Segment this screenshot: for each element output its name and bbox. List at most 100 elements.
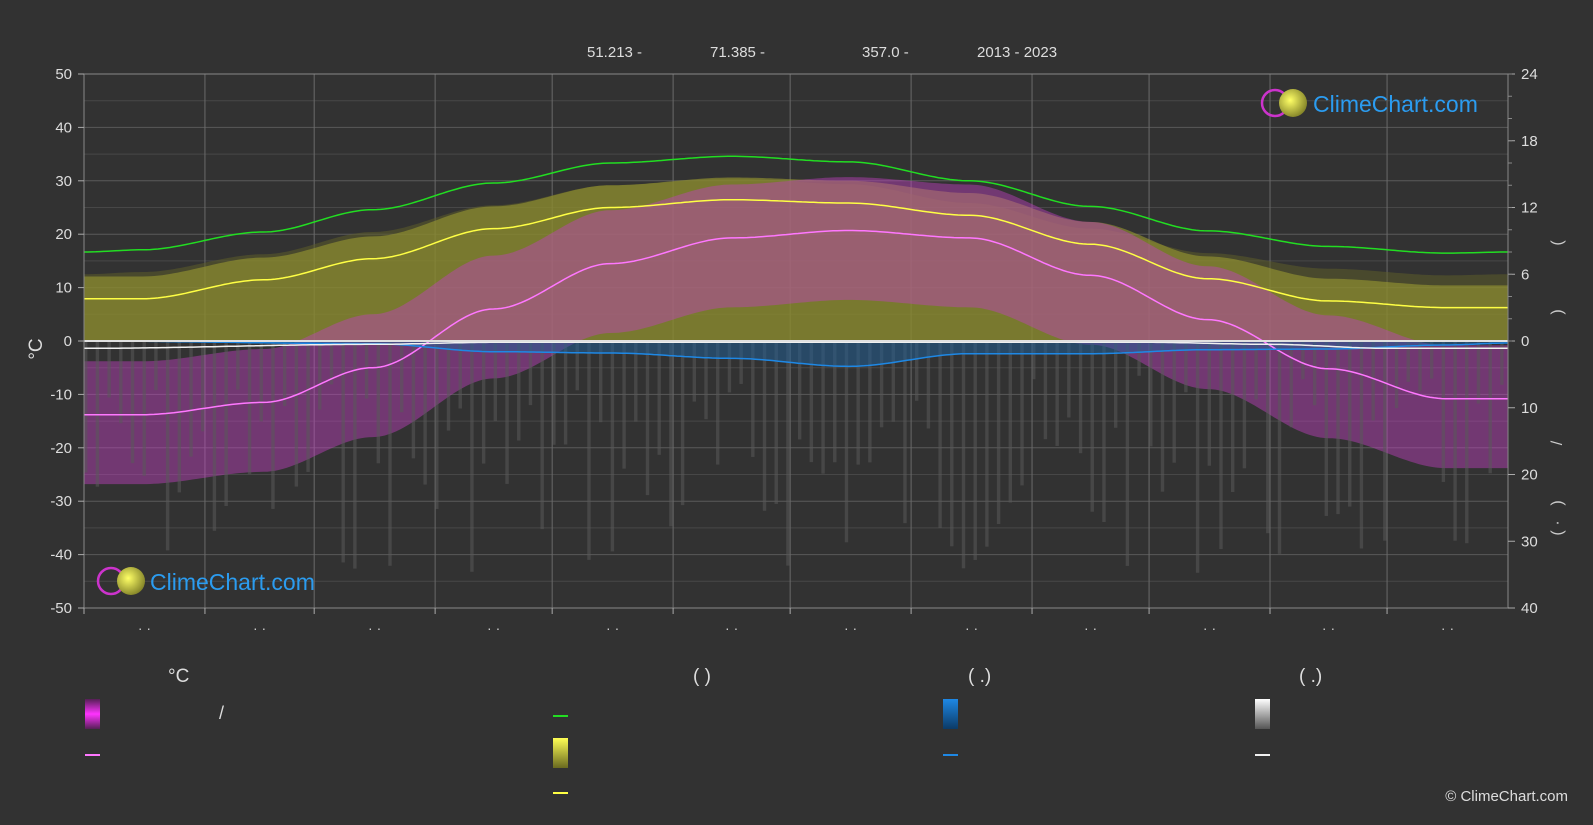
precipitation-bar [914,341,919,401]
precipitation-bar [985,341,989,547]
precipitation-bar [1008,341,1013,503]
left-tick-label: 20 [55,226,72,243]
precipitation-bar [517,341,521,441]
precipitation-bar [1043,341,1048,440]
series-lines [84,155,1508,416]
precipitation-bar [996,341,1001,525]
precipitation-bar [201,341,205,432]
precipitation-bar [739,341,743,384]
precipitation-bar [224,341,228,507]
precipitation-bar [130,341,135,464]
left-tick-label: 30 [55,173,72,190]
right-tick-label: 10 [1521,400,1538,417]
precipitation-bar [282,341,287,407]
sunshine-band [84,177,1508,341]
precipitation-bar [1078,341,1083,454]
precipitation-bar [1254,341,1258,400]
precipitation-bar [891,341,895,422]
precipitation-bar [669,341,673,527]
precipitation-bar [973,341,977,560]
precipitation-bar [961,341,966,569]
precipitation-bar [598,341,603,423]
precipitation-bar [84,341,88,473]
precipitation-bar [388,341,392,566]
left-tick-label: 50 [55,66,72,83]
month-label: · · [1322,620,1335,636]
precipitation-bar [879,341,884,428]
precipitation-bar [119,341,123,424]
precipitation-bar [692,341,697,402]
left-tick-label: -10 [50,386,72,403]
precipitation-bar [1090,341,1094,512]
legend-rain-heading: ( .) [968,666,992,687]
precipitation-bar [1359,341,1364,549]
precipitation-bar [259,341,263,422]
precipitation-bar [1102,341,1106,523]
precipitation-bar [1289,341,1293,428]
right-tick-label: 18 [1521,133,1538,150]
precipitation-bar [563,341,568,445]
legend-snow-swatch [1255,699,1270,729]
precipitation-bar [1476,341,1481,404]
copyright: © ClimeChart.com [1445,788,1568,805]
precipitation-bar [587,341,591,560]
header-latitude: 51.213 - [587,44,643,61]
precipitation-bar [458,341,462,409]
precipitation-bar [1336,341,1340,515]
legend-rain-mean-line [943,754,958,756]
month-label: · · [487,620,500,636]
legend-temp-mean-line [85,754,100,756]
legend-temp-heading: °C [168,666,190,687]
rain-mean-line [84,340,1508,368]
precipitation-bar [470,341,474,572]
precipitation-bar [809,341,814,463]
precipitation-bar [1207,341,1211,466]
legend-sunshine-swatch [553,738,568,768]
right-tick-label: 30 [1521,533,1538,550]
precipitation-bar [938,341,942,528]
precipitation-bar [774,341,778,504]
precipitation-bar [1231,341,1235,493]
precipitation-bar [353,341,357,569]
precipitation-bar [1277,341,1282,554]
logo-text-top: ClimeChart.com [1313,91,1478,117]
precipitation-bar [400,341,404,413]
precipitation-bar [1453,341,1457,541]
precipitation-bar [294,341,299,487]
precipitation-bar [1266,341,1270,534]
precipitation-bar [1149,341,1153,447]
legend-temp-range-swatch [85,699,100,729]
month-label: · · [844,620,857,636]
temperature-mean-line [84,229,1508,416]
data-bands [84,177,1508,573]
month-label: · · [253,620,266,636]
left-tick-label: -20 [50,440,72,457]
month-label: · · [1084,620,1097,636]
precipitation-bar [833,341,837,463]
precipitation-bar [1429,341,1434,379]
right-axis-label-glyph: ) [1549,309,1566,314]
logo-top: ClimeChart.com [1260,88,1478,118]
precipitation-bar [844,341,849,543]
axes: 50 40 30 20 10 0 -10 -20 -30 -40 -50 °C 24 18 12 6 0 10 20… [26,66,1566,636]
precipitation-bar [1067,341,1071,418]
legend-snow-heading: ( .) [1299,666,1323,687]
logo-globe-icon [1279,89,1307,117]
logo-bottom: ClimeChart.com [96,566,315,596]
precipitation-bar [1406,341,1410,382]
precipitation-bar [236,341,240,390]
left-tick-label: 10 [55,280,72,297]
temperature-range-band [84,177,1508,485]
precipitation-bar [95,341,100,487]
precipitation-bar [575,341,579,391]
legend-snow-mean-line [1255,754,1270,756]
precipitation-bar [1219,341,1223,550]
header-longitude: 71.385 - [710,44,766,61]
header-years: 2013 - 2023 [977,44,1058,61]
precipitation-bar [505,341,509,484]
precipitation-bar [634,341,638,422]
precipitation-bar [1500,341,1504,385]
precipitation-bar [868,341,872,463]
legend-temp-range-slash: / [219,703,225,723]
left-tick-label: -30 [50,493,72,510]
